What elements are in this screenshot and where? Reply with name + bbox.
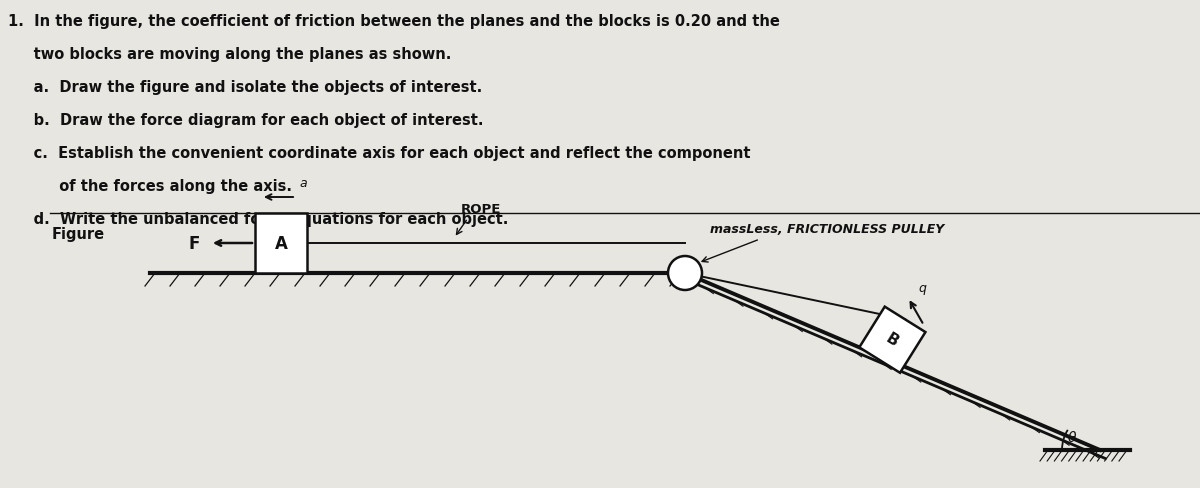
Bar <box>254 214 307 273</box>
Text: c.  Establish the convenient coordinate axis for each object and reflect the com: c. Establish the convenient coordinate a… <box>8 146 750 161</box>
Text: B: B <box>883 330 901 349</box>
Text: b.  Draw the force diagram for each object of interest.: b. Draw the force diagram for each objec… <box>8 113 484 128</box>
Text: q: q <box>918 281 926 294</box>
Text: ROPE: ROPE <box>461 203 502 216</box>
Text: d.  Write the unbalanced force equations for each object.: d. Write the unbalanced force equations … <box>8 212 509 226</box>
Text: two blocks are moving along the planes as shown.: two blocks are moving along the planes a… <box>8 47 451 62</box>
Text: F: F <box>188 235 200 252</box>
Text: θ: θ <box>1068 430 1076 444</box>
Text: 1.  In the figure, the coefficient of friction between the planes and the blocks: 1. In the figure, the coefficient of fri… <box>8 14 780 29</box>
Text: A: A <box>275 235 288 252</box>
Text: a: a <box>299 177 307 190</box>
Text: a.  Draw the figure and isolate the objects of interest.: a. Draw the figure and isolate the objec… <box>8 80 482 95</box>
Text: Figure: Figure <box>52 226 106 242</box>
Circle shape <box>668 257 702 290</box>
Text: massLess, FRICTIONLESS PULLEY: massLess, FRICTIONLESS PULLEY <box>710 223 944 236</box>
Polygon shape <box>859 307 925 373</box>
Text: of the forces along the axis.: of the forces along the axis. <box>8 179 292 194</box>
